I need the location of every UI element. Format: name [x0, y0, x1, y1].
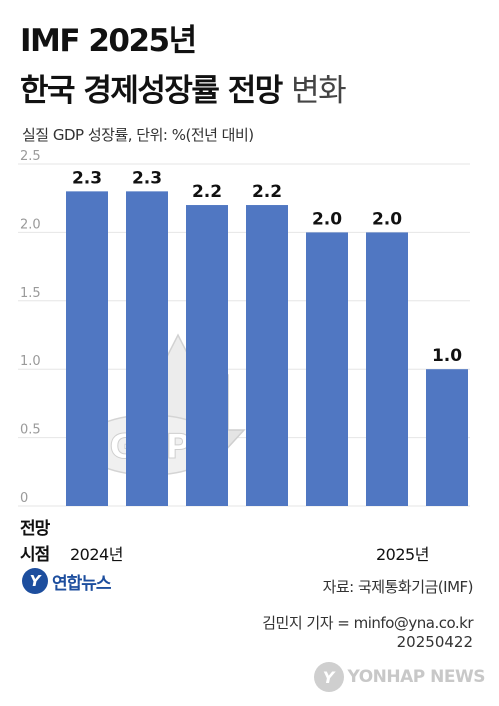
bar-value-label: 2.2: [192, 182, 222, 202]
bar: [246, 205, 288, 506]
y-tick-label: 2.5: [20, 150, 41, 164]
chart-title-line2: 한국 경제성장률 전망 변화: [20, 73, 347, 109]
bar-value-label: 2.3: [132, 168, 162, 188]
date-code: 20250422: [396, 633, 473, 651]
yonhap-logo: Y 연합뉴스: [22, 568, 112, 594]
x-header-forecast: 전망: [20, 519, 50, 539]
bar-value-label: 2.0: [312, 209, 342, 229]
bar: [306, 232, 348, 506]
logo-text: 연합뉴스: [52, 573, 112, 594]
bar: [426, 369, 468, 506]
bar: [366, 232, 408, 506]
y-tick-label: 2.0: [20, 217, 41, 232]
bar-value-label: 2.2: [252, 182, 282, 202]
source-text: 자료: 국제통화기금(IMF): [322, 578, 474, 596]
bar-value-label: 2.0: [372, 209, 402, 229]
chart-title-bold: 한국 경제성장률 전망: [20, 73, 283, 109]
yonhap-watermark: Y YONHAP NEWS: [313, 662, 486, 692]
bar: [126, 191, 168, 507]
y-tick-label: 1.5: [20, 286, 41, 301]
y-tick-label: 0.5: [20, 423, 41, 438]
bar-value-label: 2.3: [72, 168, 102, 188]
bar-value-label: 1.0: [432, 346, 462, 366]
year-label-2024: 2024년: [70, 545, 123, 564]
chart-title-line1: IMF 2025년: [20, 23, 197, 59]
yonhap-logo-icon: Y: [22, 568, 48, 594]
bar: [186, 205, 228, 506]
x-header-time: 시점: [20, 545, 50, 565]
year-label-2025: 2025년: [376, 545, 429, 564]
watermark-text: YONHAP NEWS: [347, 667, 486, 687]
reporter-text: 김민지 기자 = minfo@yna.co.kr: [262, 614, 473, 632]
bar: [66, 191, 108, 507]
bar-chart: 00.51.01.52.02.5GDP2.31월2.342.272.2102.0…: [18, 150, 470, 507]
yonhap-watermark-icon: Y: [313, 662, 344, 692]
y-tick-label: 1.0: [20, 354, 41, 369]
chart-title-light: 변화: [291, 73, 347, 109]
chart-subtitle: 실질 GDP 성장률, 단위: %(전년 대비): [22, 126, 254, 144]
y-tick-label: 0: [20, 491, 28, 506]
